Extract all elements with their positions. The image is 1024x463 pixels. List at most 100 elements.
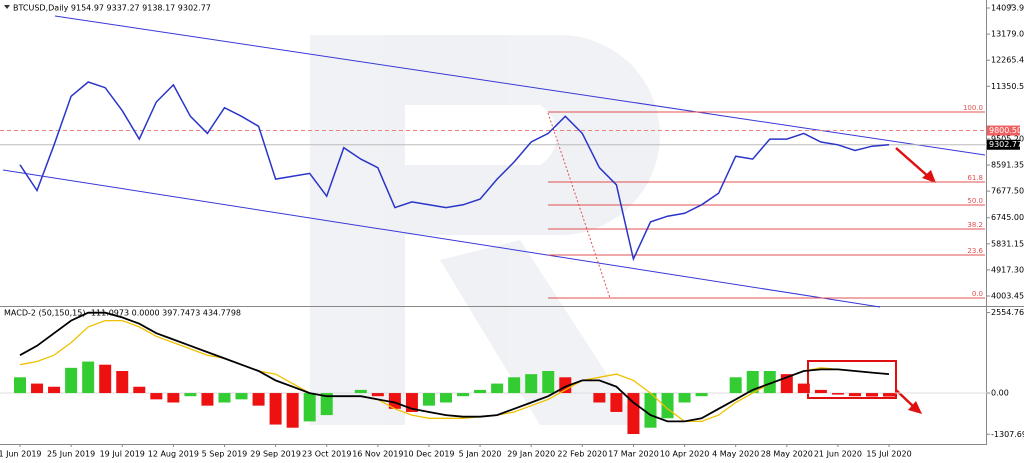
x-tick-label: 28 May 2020	[761, 450, 813, 459]
y-tick-label: 9505.20	[991, 134, 1024, 143]
histogram-bar	[491, 383, 504, 394]
histogram-bar	[883, 393, 896, 397]
histogram-bar	[593, 393, 606, 403]
histogram-bar	[746, 370, 759, 394]
histogram-bar	[65, 367, 78, 394]
price-line-series	[19, 81, 890, 262]
x-tick-label: 17 Mar 2020	[608, 450, 659, 459]
histogram-bar	[866, 393, 878, 397]
histogram-bar	[440, 393, 452, 403]
histogram-bar	[729, 377, 742, 394]
x-tick-label: 21 Jun 2020	[814, 450, 862, 459]
fib-label: 61.8	[967, 174, 983, 182]
level-label-bg	[987, 125, 1020, 136]
histogram-bar	[14, 377, 26, 394]
y-tick-label: -1307.6939	[991, 430, 1024, 439]
x-tick-label: 10 Dec 2019	[403, 450, 454, 459]
histogram-bar	[542, 370, 555, 394]
histogram-bar	[422, 393, 435, 406]
y-tick-label: 4003.45	[991, 291, 1024, 300]
histogram-bar	[695, 393, 708, 397]
x-tick-label: 23 Oct 2019	[302, 450, 351, 459]
x-tick-label: 10 Apr 2020	[660, 450, 709, 459]
y-tick-label: 13179.05	[991, 30, 1024, 39]
x-tick-label: 29 Sep 2019	[250, 450, 301, 459]
y-tick-label: 7677.50	[991, 187, 1024, 196]
histogram-bar	[218, 393, 231, 403]
fib-label: 23.6	[967, 247, 983, 255]
y-tick-label: 6745.00	[991, 213, 1024, 222]
y-tick-label: 12265.40	[991, 56, 1024, 65]
level-label: 9800.50	[989, 126, 1022, 135]
histogram-bar	[457, 393, 470, 397]
x-tick-label: 15 Jul 2020	[866, 450, 911, 459]
arrow-head	[908, 401, 922, 414]
chart-header: BTCUSD,Daily 9154.97 9337.27 9138.17 930…	[13, 4, 211, 13]
histogram-bar	[235, 393, 248, 400]
fib-label: 100.0	[963, 104, 983, 112]
histogram-bar	[848, 393, 861, 397]
histogram-bar	[474, 389, 487, 394]
highlight-box	[807, 360, 897, 399]
x-tick-label: 25 Jun 2019	[47, 450, 95, 459]
scroll-icon[interactable]	[1008, 4, 1014, 8]
fib-label: 0.0	[972, 290, 983, 298]
histogram-bar	[48, 386, 61, 394]
y-tick-label: 0.00	[991, 389, 1009, 398]
x-tick-label: 5 Sep 2019	[202, 450, 248, 459]
histogram-bar	[610, 393, 623, 412]
histogram-bar	[388, 393, 401, 409]
histogram-bar	[269, 393, 282, 425]
x-tick-label: 12 Aug 2019	[148, 450, 199, 459]
channel-upper	[54, 15, 986, 156]
histogram-bar	[31, 383, 44, 394]
histogram-bar	[814, 389, 827, 394]
y-tick-label: 5831.15	[991, 239, 1024, 248]
x-tick-label: 29 Jan 2020	[507, 450, 555, 459]
menu-icon[interactable]	[4, 5, 10, 9]
histogram-bar	[150, 393, 163, 400]
histogram-bar	[201, 393, 214, 406]
histogram-bar	[99, 364, 112, 394]
histogram-bar	[508, 377, 521, 394]
histogram-bar	[320, 393, 333, 416]
histogram-bar	[354, 389, 367, 394]
histogram-bar	[371, 393, 384, 397]
x-tick-label: 19 Jul 2019	[100, 450, 145, 459]
price-label: 9302.77	[989, 140, 1022, 149]
y-tick-label: 4917.30	[991, 265, 1024, 274]
x-tick-label: 1 Jun 2019	[0, 450, 42, 459]
x-tick-label: 22 Feb 2020	[557, 450, 607, 459]
x-tick-label: 5 Jan 2020	[459, 450, 502, 459]
histogram-bar	[133, 386, 146, 394]
y-tick-label: 8591.35	[991, 161, 1024, 170]
histogram-bar	[661, 393, 674, 419]
macd-line	[19, 311, 890, 423]
histogram-bar	[678, 393, 691, 403]
arrow-head	[922, 170, 936, 183]
channel-lower	[2, 169, 881, 308]
histogram-bar	[627, 393, 640, 435]
histogram-bar	[286, 393, 299, 428]
histogram-bar	[167, 393, 180, 403]
histogram-bar	[831, 393, 844, 395]
histogram-bar	[116, 370, 129, 394]
histogram-bar	[763, 370, 776, 394]
y-tick-label: 14093.95	[991, 3, 1024, 12]
histogram-bar	[644, 393, 657, 428]
histogram-bar	[797, 383, 810, 394]
histogram-bar	[525, 374, 538, 394]
fib-label: 38.2	[967, 221, 983, 229]
arrow	[895, 147, 931, 179]
y-tick-label: 11350.50	[991, 82, 1024, 91]
x-tick-label: 4 May 2020	[712, 450, 759, 459]
histogram-bar	[303, 393, 316, 422]
fib-label: 50.0	[967, 197, 983, 205]
macd-line	[19, 319, 890, 423]
x-tick-label: 16 Nov 2019	[352, 450, 403, 459]
indicator-header: MACD-2 (50,150,15) -111.0973 0.0000 397.…	[4, 309, 241, 318]
histogram-bar	[184, 393, 197, 397]
histogram-bar	[252, 393, 265, 406]
histogram-bar	[82, 361, 95, 394]
